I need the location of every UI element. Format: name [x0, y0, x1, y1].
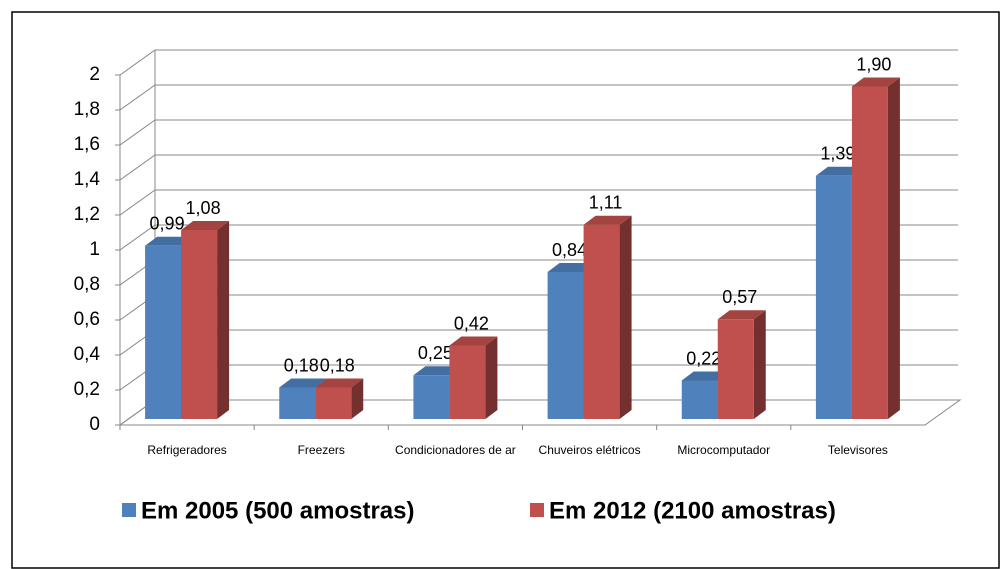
value-label: 0,42	[454, 313, 489, 333]
grid-line	[119, 119, 958, 146]
bar	[413, 375, 450, 419]
value-label: 0,25	[418, 343, 453, 363]
x-label-box: Condicionadores de ar	[395, 443, 516, 457]
y-tick-label: 0,2	[74, 379, 100, 400]
bar	[681, 380, 718, 419]
bar-side	[351, 378, 364, 419]
grid-line	[119, 84, 958, 111]
bar	[851, 86, 888, 419]
x-tick-label: Chuveiros elétricos	[538, 443, 641, 457]
value-label: 0,99	[150, 214, 185, 234]
bar	[449, 345, 486, 419]
value-label: 0,57	[722, 287, 757, 307]
bar-top	[717, 310, 766, 320]
bar-top	[851, 77, 900, 87]
y-tick-label: 2	[89, 64, 100, 85]
value-label: 0,18	[320, 355, 355, 375]
bar-top	[279, 378, 328, 388]
value-label: 0,18	[284, 355, 319, 375]
bar-side	[217, 221, 230, 419]
x-label-box: Refrigeradores	[147, 443, 227, 457]
y-tick-label: 1,4	[74, 169, 101, 190]
bar-side	[753, 310, 766, 419]
y-tick-label: 0,6	[74, 309, 100, 330]
y-tick-label: 1,8	[74, 99, 100, 120]
legend-swatch	[122, 503, 136, 517]
y-tick-label: 0,8	[74, 274, 100, 295]
grid-line	[119, 189, 958, 216]
bar	[815, 175, 852, 419]
bar-top	[583, 215, 632, 225]
grid-line	[119, 154, 958, 181]
x-label-box: Chuveiros elétricos	[538, 443, 641, 457]
y-tick-label: 1	[89, 239, 100, 260]
bar-side	[485, 336, 498, 419]
y-tick-label: 0,4	[74, 344, 101, 365]
value-label: 1,08	[186, 198, 221, 218]
legend-label: Em 2005 (500 amostras)	[141, 497, 415, 524]
x-label-box: Freezers	[297, 443, 345, 457]
y-tick-label: 1,6	[74, 134, 100, 155]
bar	[547, 272, 584, 419]
bar-top	[449, 336, 498, 346]
x-label-box: Microcomputador	[677, 443, 771, 457]
x-tick-label: Condicionadores de ar	[395, 443, 516, 457]
x-tick-label: Televisores	[827, 443, 888, 457]
y-tick-label: 1,2	[74, 204, 100, 225]
bar-side	[619, 215, 632, 419]
value-label: 1,11	[589, 193, 623, 213]
bar-side	[887, 77, 900, 419]
y-tick-label: 0	[89, 414, 100, 435]
value-label: 1,39	[820, 144, 855, 164]
bar	[717, 319, 754, 419]
x-tick-label: Freezers	[297, 443, 345, 457]
grid-line	[119, 224, 958, 251]
bar-top	[181, 221, 230, 230]
bar	[181, 230, 218, 419]
value-label: 0,84	[552, 240, 587, 260]
bar	[145, 245, 182, 419]
bar	[279, 387, 316, 419]
bar-top	[315, 378, 364, 388]
x-tick-label: Refrigeradores	[147, 443, 227, 457]
value-label: 0,22	[686, 348, 721, 368]
x-tick-label: Microcomputador	[677, 443, 771, 457]
legend-label: Em 2012 (2100 amostras)	[549, 497, 836, 524]
bar	[315, 387, 352, 419]
bar	[583, 224, 620, 419]
value-label: 1,90	[856, 54, 891, 74]
grid-line	[119, 49, 958, 76]
legend-swatch	[530, 503, 544, 517]
x-label-box: Televisores	[827, 443, 888, 457]
